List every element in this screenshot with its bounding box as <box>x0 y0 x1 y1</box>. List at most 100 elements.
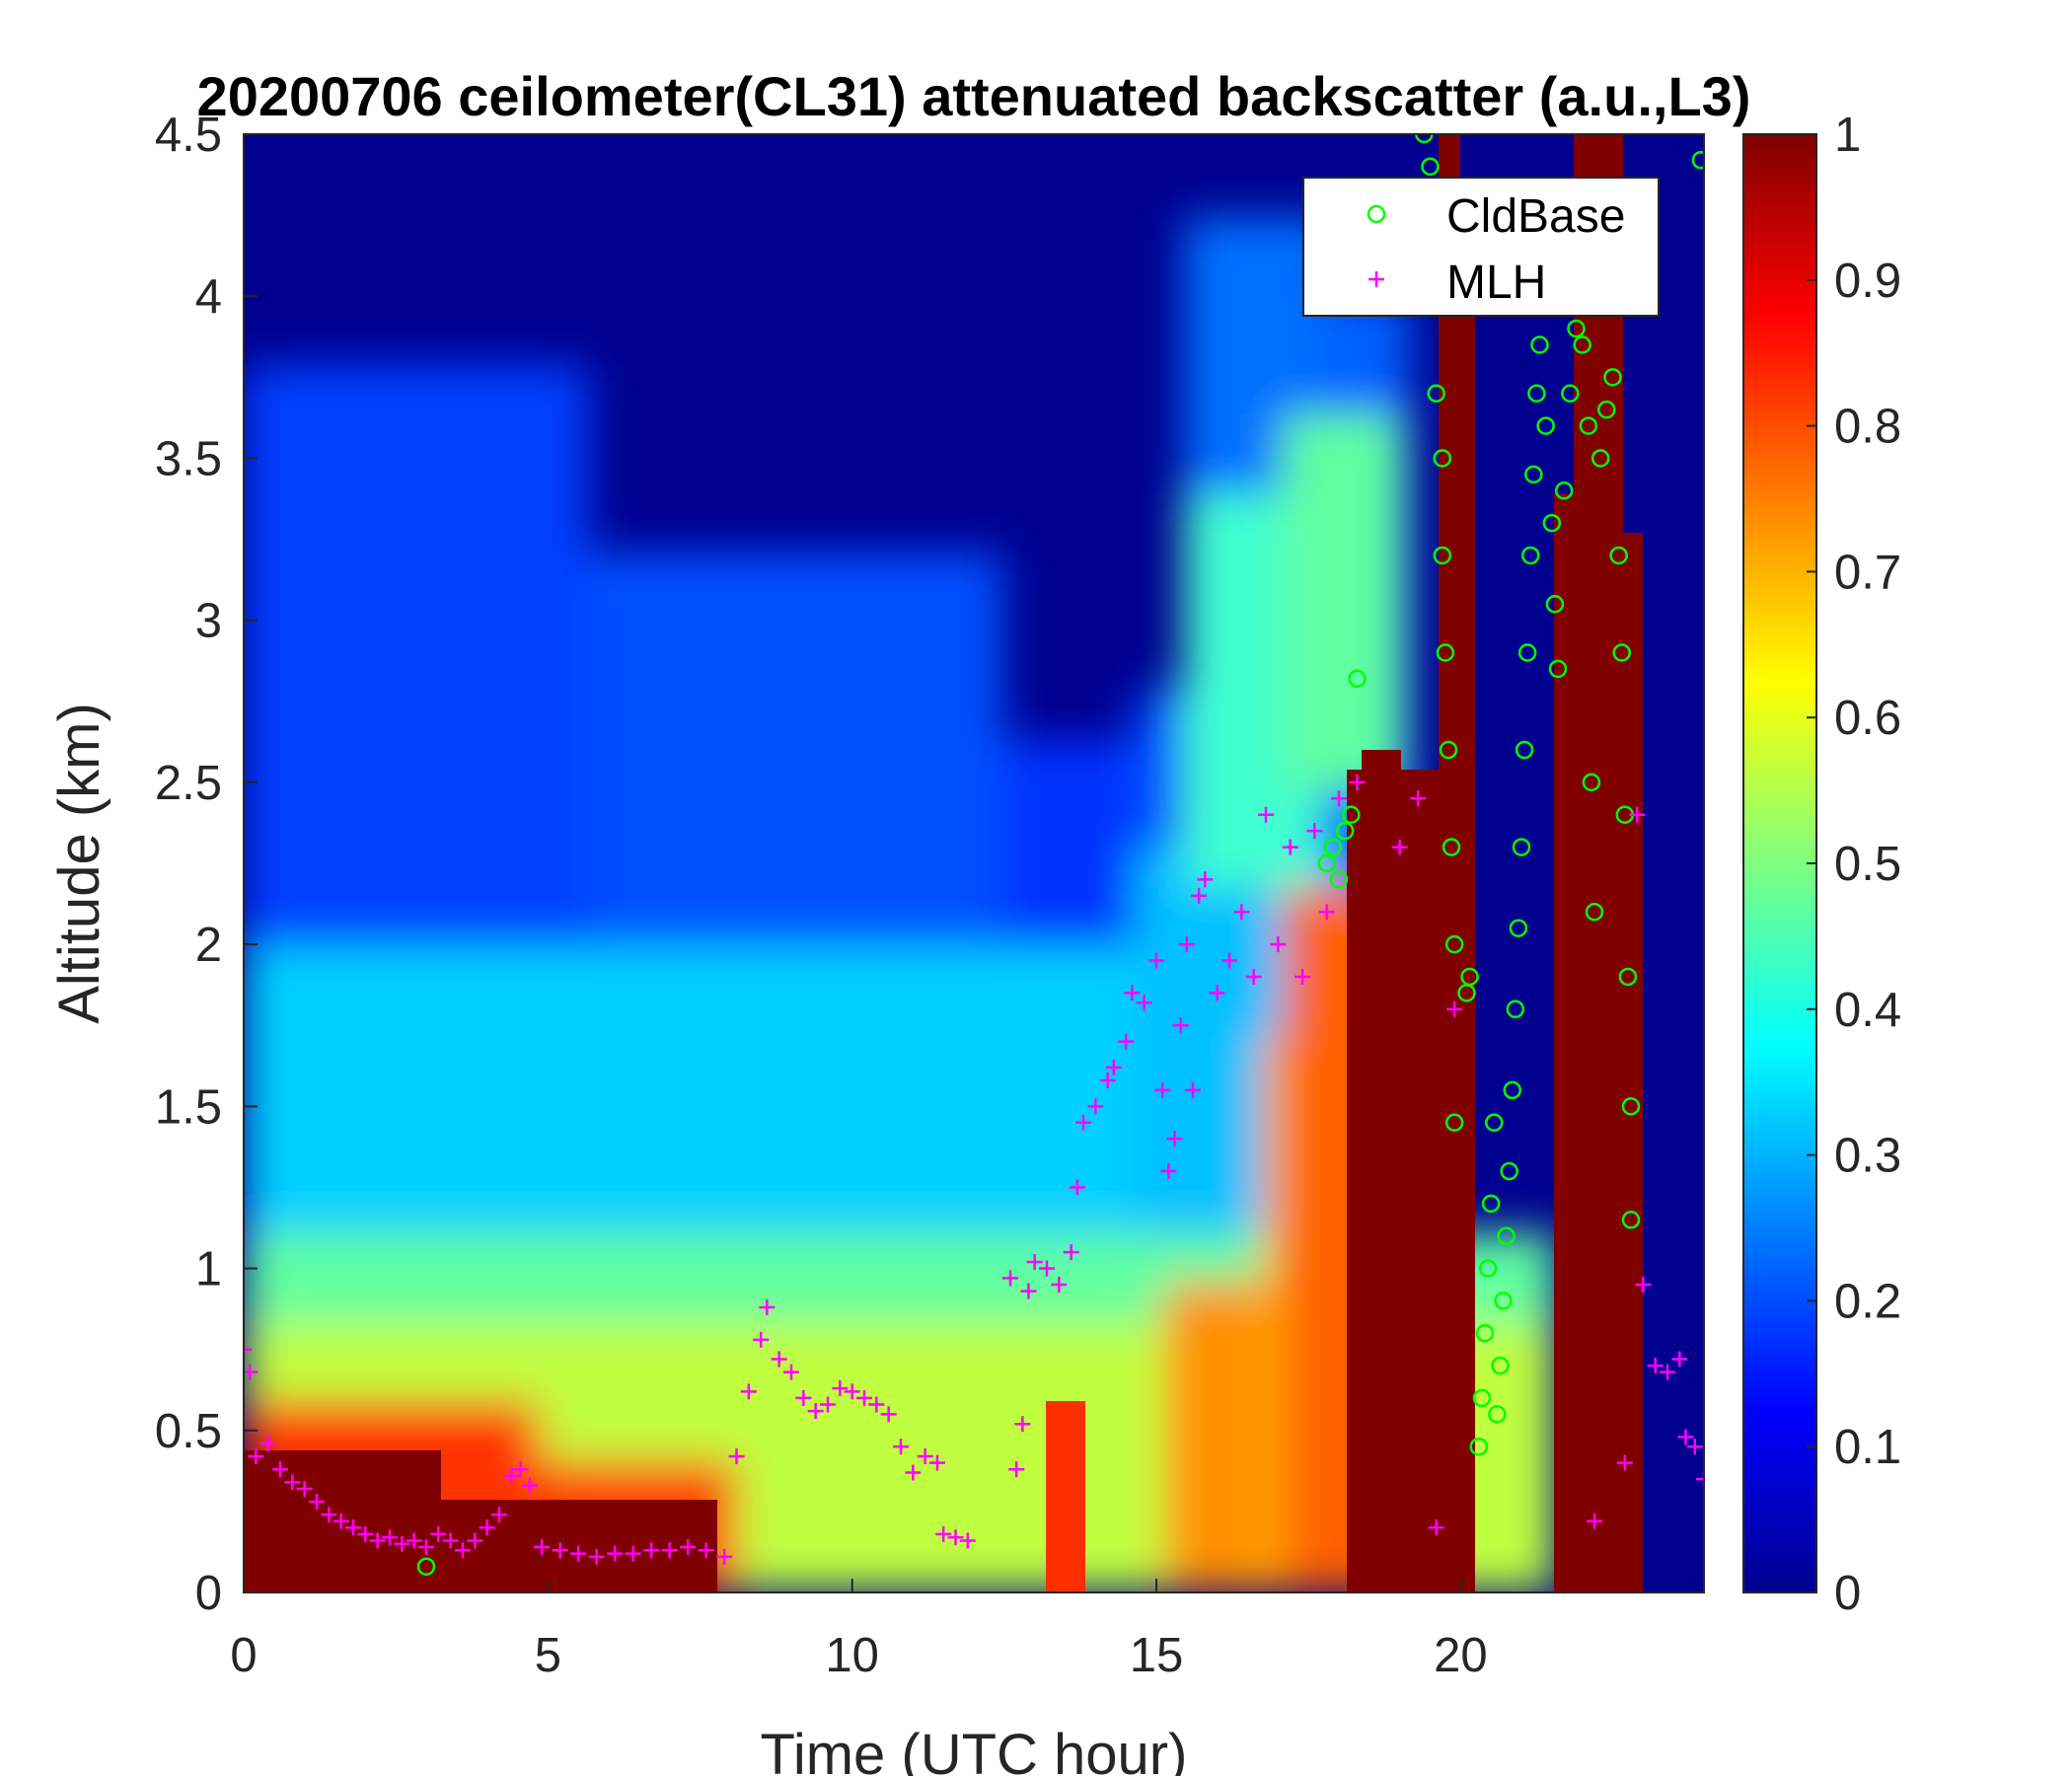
backscatter-heatmap <box>244 134 1704 1592</box>
colorbar-gradient <box>1742 133 1817 1593</box>
cldbase-point <box>416 1557 436 1576</box>
x-axis-label: Time (UTC hour) <box>761 1723 1188 1776</box>
x-tick-label: 20 <box>1434 1629 1488 1682</box>
mlh-point <box>959 1532 976 1549</box>
mlh-point <box>607 1545 624 1562</box>
y-tick-label: 0.5 <box>155 1405 222 1458</box>
cldbase-point <box>1335 821 1355 841</box>
mlh-point <box>1105 1059 1122 1075</box>
cldbase-point <box>1323 838 1343 856</box>
y-tick-label: 0 <box>195 1567 222 1620</box>
mlh-point <box>807 1403 824 1420</box>
mlh-point <box>503 1467 520 1484</box>
mlh-point <box>1391 839 1408 855</box>
mlh-point <box>625 1545 641 1562</box>
mlh-point <box>1306 823 1323 840</box>
mlh-point <box>1197 871 1214 888</box>
cldbase-point <box>1488 1405 1507 1424</box>
mlh-point <box>917 1448 933 1465</box>
cldbase-point <box>1567 319 1586 338</box>
cldbase-point <box>1472 1388 1492 1408</box>
y-tick-label: 1.5 <box>155 1080 222 1134</box>
mlh-point <box>795 1389 812 1406</box>
cldbase-point <box>1348 669 1367 689</box>
mlh-point <box>552 1542 568 1559</box>
colorbar-tick-label: 1 <box>1834 109 1861 162</box>
mlh-point <box>394 1535 410 1552</box>
mlh-point <box>357 1525 374 1542</box>
cldbase-point <box>1603 368 1622 387</box>
cldbase-point <box>1491 1356 1510 1375</box>
mlh-point <box>1331 790 1347 807</box>
mlh-point <box>716 1548 733 1565</box>
cldbase-point <box>1460 967 1479 987</box>
mlh-point <box>947 1529 964 1546</box>
mlh-point <box>467 1532 483 1549</box>
y-tick-label: 4 <box>195 270 222 324</box>
cldbase-point <box>1427 384 1445 404</box>
mlh-point <box>1671 1351 1688 1368</box>
mlh-point <box>1282 839 1298 855</box>
cldbase-point <box>1536 416 1555 435</box>
marker-layer <box>244 134 1704 1576</box>
y-tick-label: 1 <box>195 1243 222 1296</box>
x-tick-label: 5 <box>535 1629 561 1682</box>
cldbase-point <box>1494 1292 1513 1310</box>
mlh-point <box>1233 904 1250 921</box>
colorbar-tick-label: 0.6 <box>1834 692 1901 745</box>
mlh-point <box>1008 1461 1025 1478</box>
cldbase-point <box>1527 384 1546 404</box>
mlh-point <box>259 1435 276 1451</box>
mlh-point <box>369 1532 386 1549</box>
mlh-point <box>740 1383 757 1400</box>
mlh-point <box>1185 1081 1201 1098</box>
cldbase-point <box>1621 1097 1641 1116</box>
mlh-point <box>1245 968 1262 985</box>
colorbar-tick-label: 0.4 <box>1834 984 1901 1037</box>
mlh-point <box>1166 1131 1183 1147</box>
mlh-point <box>1178 936 1195 953</box>
mlh-point <box>1696 1471 1704 1488</box>
legend-box <box>1302 177 1660 317</box>
cldbase-point <box>1497 1226 1516 1245</box>
mlh-point <box>1118 1033 1135 1050</box>
x-tick-label: 0 <box>230 1629 257 1682</box>
colorbar-tick-label: 0.2 <box>1834 1275 1901 1328</box>
cldbase-point <box>1444 934 1464 954</box>
plot-area: 0 5 10 15 20 0 0.5 1 1.5 2 2.5 3 3.5 4 4.5 Time (UTC … <box>47 109 1705 1776</box>
mlh-point <box>321 1507 337 1523</box>
mlh-point <box>832 1380 849 1397</box>
cldbase-point <box>1439 740 1458 760</box>
chart-title: 20200706 ceilometer(CL31) attenuated bac… <box>197 65 1751 127</box>
x-axis: 0 5 10 15 20 <box>230 1579 1488 1682</box>
y-axis-label: Altitude (km) <box>47 703 111 1024</box>
colorbar-tick-label: 0.9 <box>1834 255 1901 308</box>
cldbase-point <box>1478 1259 1498 1278</box>
mlh-point <box>1428 1519 1444 1536</box>
mlh-point <box>1270 936 1287 953</box>
cldbase-point <box>1500 1161 1518 1181</box>
mlh-point <box>570 1545 587 1562</box>
cldbase-point <box>1512 838 1531 856</box>
mlh-series <box>244 774 1704 1565</box>
mlh-point <box>1051 1276 1068 1293</box>
mlh-point <box>935 1525 952 1542</box>
mlh-point <box>382 1529 398 1546</box>
cldbase-point <box>1597 400 1616 419</box>
cldbase-point <box>1475 1323 1495 1343</box>
mlh-point <box>1221 952 1237 969</box>
mlh-point <box>521 1477 538 1494</box>
cldbase-point <box>1481 1194 1501 1214</box>
mlh-point <box>1099 1073 1116 1089</box>
mlh-point <box>512 1461 529 1478</box>
cldbase-point <box>1485 1113 1504 1133</box>
mlh-point <box>1191 887 1208 904</box>
cldbase-point <box>1444 1113 1464 1133</box>
mlh-point <box>759 1298 776 1315</box>
cldbase-point <box>1621 1211 1641 1229</box>
mlh-point <box>1410 790 1427 807</box>
mlh-point <box>1349 774 1366 790</box>
mlh-point <box>345 1519 361 1536</box>
mlh-point <box>698 1542 714 1559</box>
